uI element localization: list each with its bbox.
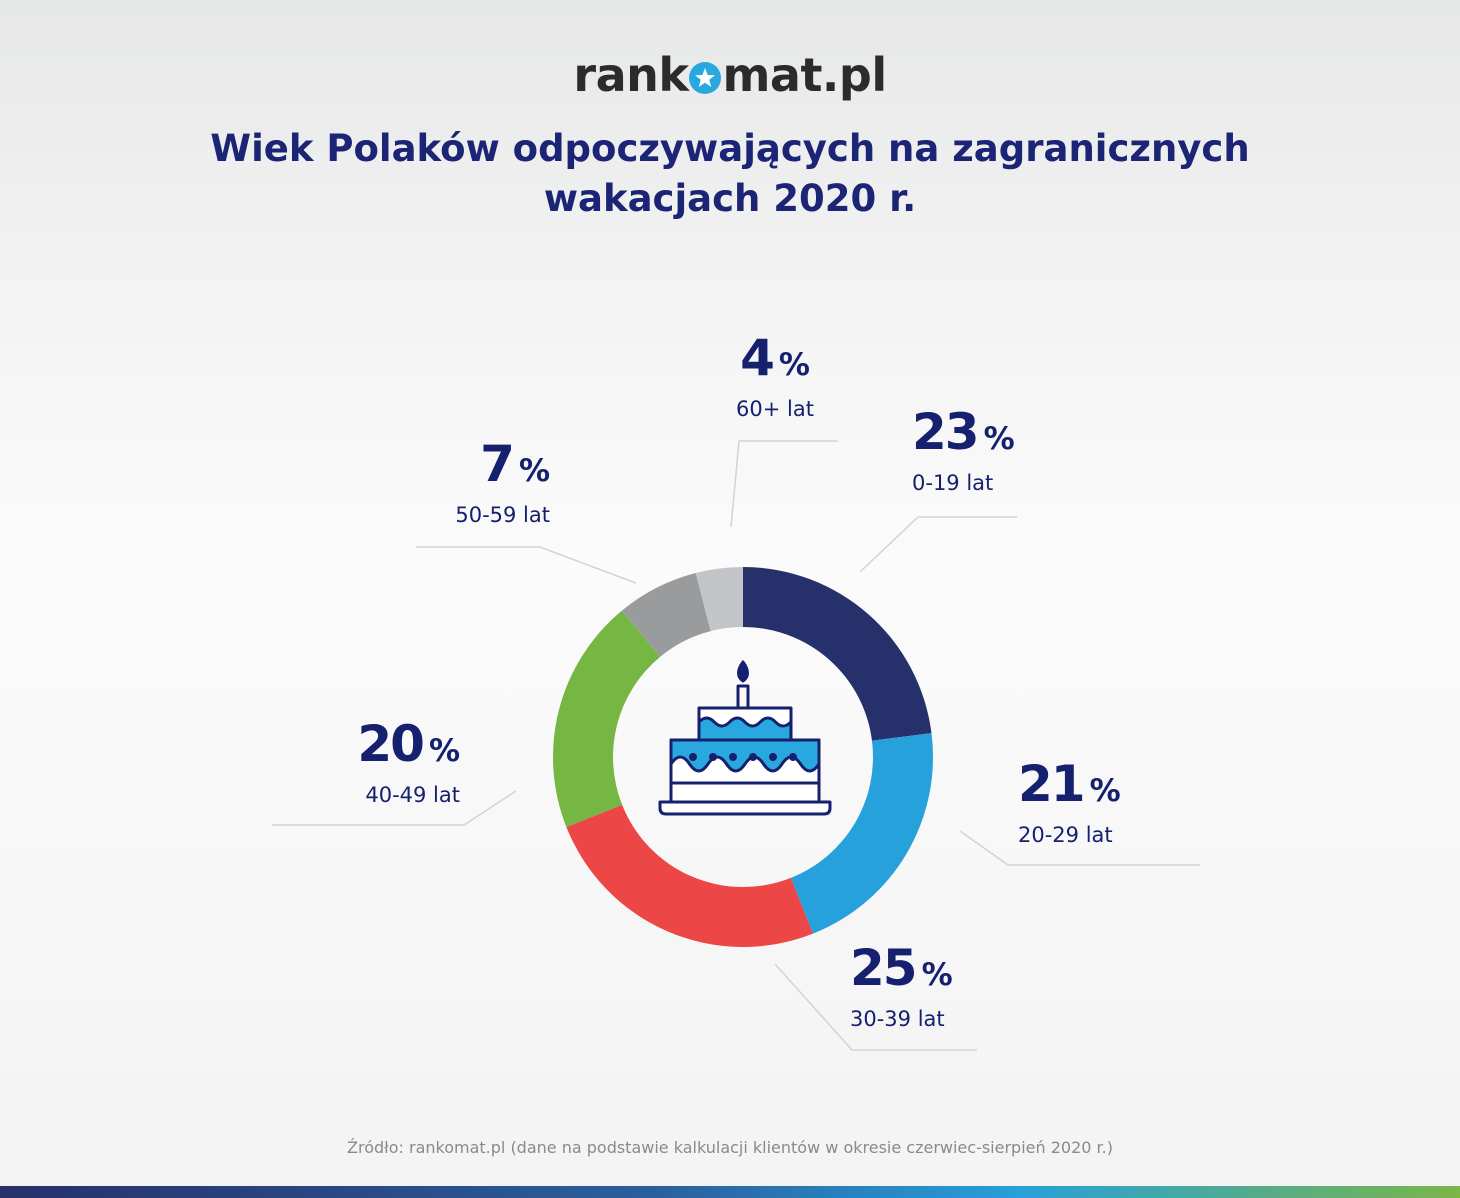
age-range: 30-39 lat — [850, 1007, 945, 1031]
leader-line — [416, 546, 637, 584]
logo-text-end: mat.pl — [722, 48, 887, 102]
percent-value: 21% — [1018, 755, 1121, 813]
percent-value: 25% — [850, 939, 953, 997]
label-0-19: 23% 0-19 lat — [912, 404, 1015, 497]
percent-value: 4% — [740, 329, 810, 387]
label-30-39: 25% 30-39 lat — [850, 940, 953, 1033]
gradient-footer-bar — [0, 1186, 1460, 1198]
title-line-2: wakacjach 2020 r. — [543, 177, 917, 220]
slice-40-49-lat — [553, 610, 661, 827]
percent-value: 23% — [912, 403, 1015, 461]
title-line-1: Wiek Polaków odpoczywających na zagranic… — [210, 127, 1250, 170]
age-range: 0-19 lat — [912, 471, 994, 495]
slice-30-39-lat — [566, 804, 813, 947]
age-range: 20-29 lat — [1018, 823, 1113, 847]
rankomat-logo: rank mat.pl — [0, 48, 1460, 102]
source-note: Źródło: rankomat.pl (dane na podstawie k… — [347, 1138, 1113, 1157]
label-50-59: 7% 50-59 lat — [400, 436, 550, 529]
leader-line — [859, 516, 1017, 573]
logo-text-start: rank — [573, 48, 689, 102]
age-range: 40-49 lat — [365, 783, 460, 807]
label-20-29: 21% 20-29 lat — [1018, 756, 1121, 849]
leader-line — [774, 963, 977, 1051]
label-40-49: 20% 40-49 lat — [300, 716, 460, 809]
label-60-plus: 4% 60+ lat — [700, 330, 850, 423]
slice-60-lat — [695, 567, 743, 632]
birthday-cake-icon — [658, 660, 832, 816]
leader-line — [272, 790, 517, 826]
slice-0-19-lat — [743, 567, 932, 741]
percent-value: 20% — [357, 715, 460, 773]
percent-value: 7% — [480, 435, 550, 493]
leader-line — [959, 830, 1200, 866]
slice-20-29-lat — [790, 733, 933, 934]
star-icon — [689, 62, 722, 94]
leader-line — [730, 440, 838, 528]
slice-50-59-lat — [621, 572, 711, 657]
age-range: 50-59 lat — [455, 503, 550, 527]
chart-title: Wiek Polaków odpoczywających na zagranic… — [0, 124, 1460, 224]
age-range: 60+ lat — [736, 397, 814, 421]
